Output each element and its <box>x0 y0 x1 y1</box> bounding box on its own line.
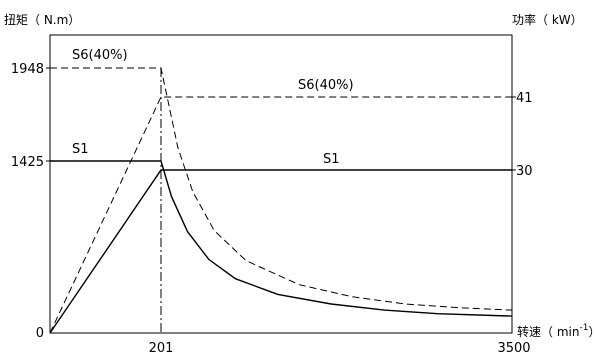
series-line-power-s1 <box>49 169 512 334</box>
label-s1-power: S1 <box>323 152 340 167</box>
series-layer <box>49 67 513 334</box>
y-right-axis-label: 功率（ kW） <box>512 12 583 27</box>
y-right-tick-30: 30 <box>516 164 533 179</box>
y-right-tick-41: 41 <box>516 91 533 106</box>
y-left-tick-1948: 1948 <box>11 62 44 77</box>
plot-frame <box>49 34 513 334</box>
label-s6-torque: S6(40%) <box>72 48 128 63</box>
series-line-torque-s1 <box>50 160 513 317</box>
x-tick-201: 201 <box>149 341 174 356</box>
label-s1-torque: S1 <box>72 142 89 157</box>
y-left-axis-label: 扭矩（ N.m） <box>4 13 80 27</box>
y-left-tick-1425: 1425 <box>11 155 44 170</box>
series-line-power-s6 <box>49 96 512 334</box>
series-line-torque-s6 <box>50 67 513 311</box>
label-s6-power: S6(40%) <box>298 78 354 93</box>
x-axis-label: 转速（ min-1） <box>517 323 595 339</box>
reference-lines <box>46 67 516 171</box>
x-tick-3500: 3500 <box>497 341 530 356</box>
y-left-tick-0: 0 <box>36 326 44 341</box>
